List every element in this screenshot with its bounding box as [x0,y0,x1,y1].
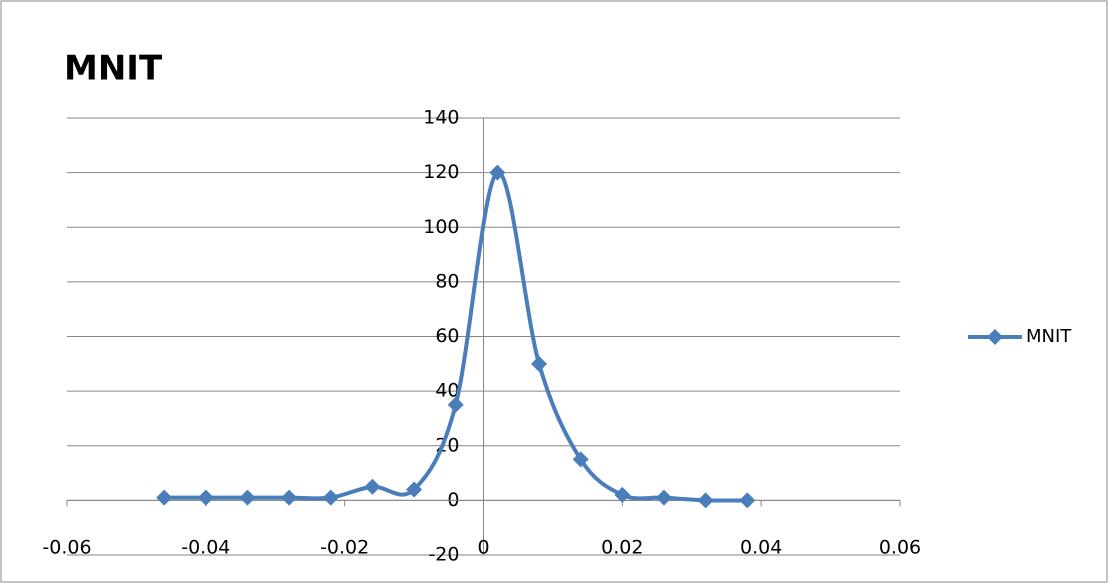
x-tick-label: 0.02 [601,537,643,559]
marker [197,489,214,506]
marker [655,489,672,506]
legend-label: MNIT [1026,326,1072,347]
marker [614,486,631,503]
x-tick-label: -0.06 [42,537,91,559]
y-tick-label: 80 [435,270,459,292]
x-tick-label: 0 [477,537,489,559]
marker [572,451,589,468]
marker [489,164,506,181]
marker [531,355,548,372]
marker [281,489,298,506]
marker [447,396,464,413]
y-tick-label: -20 [428,544,459,566]
series-line [164,170,748,503]
marker [156,489,173,506]
y-tick-label: 120 [423,161,459,183]
y-tick-label: 60 [435,325,459,347]
marker [364,478,381,495]
marker [406,481,423,498]
x-tick-label: -0.02 [320,537,369,559]
chart-title: MNIT [64,49,163,89]
x-tick-label: 0.06 [879,537,921,559]
marker [239,489,256,506]
x-tick-label: 0.04 [740,537,782,559]
marker [697,492,714,509]
y-tick-label: 40 [435,380,459,402]
marker [322,489,339,506]
marker [739,492,756,509]
legend-marker [987,329,1003,345]
y-tick-label: 140 [423,107,459,129]
x-tick-label: -0.04 [181,537,230,559]
y-tick-label: 100 [423,216,459,238]
